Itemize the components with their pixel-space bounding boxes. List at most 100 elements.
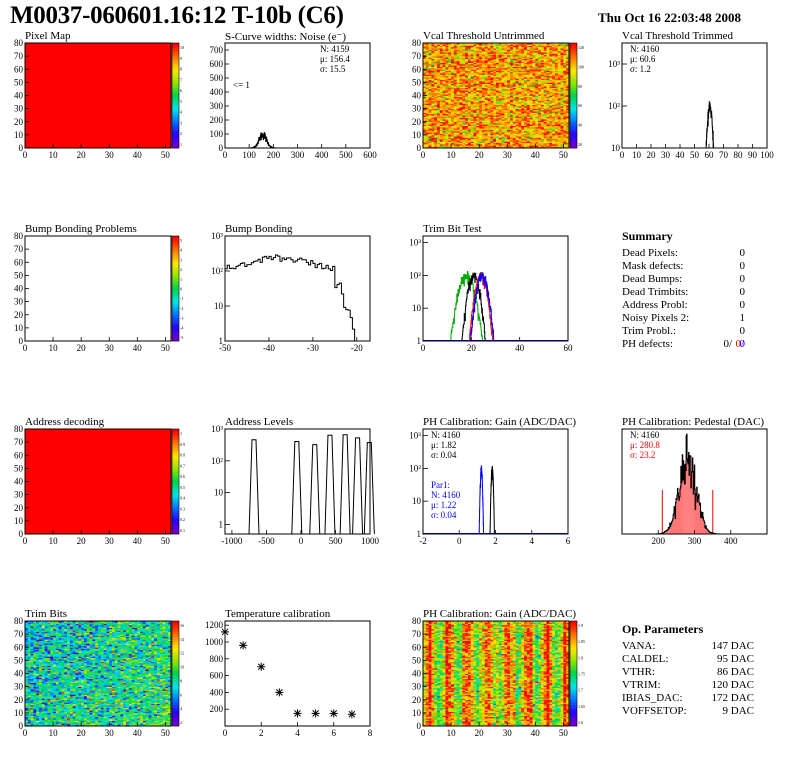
vcal-untrimmed-cell xyxy=(484,50,488,53)
vcal-untrimmed-cell xyxy=(445,91,449,94)
vcal-untrimmed-cell xyxy=(456,49,460,52)
vcal-untrimmed-cell xyxy=(540,145,545,147)
vcal-untrimmed-cell xyxy=(423,134,427,137)
bump-problems-palette-cell xyxy=(172,285,179,289)
vcal-untrimmed-cell xyxy=(459,144,463,146)
vcal-untrimmed-cell xyxy=(462,67,466,70)
vcal-untrimmed-palette-cell xyxy=(570,103,577,107)
vcal-untrimmed-cell xyxy=(510,73,514,75)
vcal-untrimmed-cell xyxy=(456,115,460,117)
vcal-untrimmed-cell xyxy=(524,61,528,63)
vcal-untrimmed-cell xyxy=(529,104,533,107)
vcal-untrimmed-cell xyxy=(437,56,441,58)
vcal-untrimmed-cell xyxy=(479,60,483,62)
vcal-untrimmed-cell xyxy=(532,127,536,129)
vcal-untrimmed-cell xyxy=(490,78,494,81)
vcal-untrimmed-cell xyxy=(524,145,528,147)
vcal-untrimmed-cell xyxy=(451,58,455,61)
vcal-untrimmed-cell xyxy=(423,61,427,63)
vcal-untrimmed-cell xyxy=(434,124,438,126)
vcal-untrimmed-cell xyxy=(515,48,519,50)
vcal-untrimmed-cell xyxy=(428,121,432,124)
vcal-untrimmed-cell xyxy=(451,44,455,46)
vcal-untrimmed-cell xyxy=(496,88,500,91)
vcal-untrimmed-cell xyxy=(425,117,429,120)
vcal-untrimmed-cell xyxy=(538,99,542,102)
bump-problems-palette-label: 4 xyxy=(180,248,182,253)
vcal-untrimmed-cell xyxy=(532,115,536,117)
vcal-untrimmed-cell xyxy=(529,71,533,74)
vcal-untrimmed-cell xyxy=(459,111,463,113)
vcal-untrimmed-cell xyxy=(515,82,519,84)
vcal-untrimmed-cell xyxy=(496,62,500,65)
vcal-untrimmed-cell xyxy=(439,54,443,57)
bump-problems-xtick-label: 20 xyxy=(77,343,87,353)
vcal-untrimmed-cell xyxy=(518,58,522,61)
bump-problems-palette-cell xyxy=(172,309,179,313)
vcal-untrimmed-cell xyxy=(425,44,429,46)
vcal-untrimmed-cell xyxy=(518,146,522,149)
vcal-untrimmed-cell xyxy=(459,50,463,53)
vcal-untrimmed-cell xyxy=(448,117,452,120)
vcal-untrimmed-cell xyxy=(448,130,452,133)
vcal-untrimmed-cell xyxy=(529,129,533,132)
address-decoding-ytick-label: 10 xyxy=(14,516,24,526)
vcal-untrimmed-cell xyxy=(529,136,533,138)
vcal-untrimmed-cell xyxy=(423,91,427,94)
vcal-untrimmed-cell xyxy=(442,125,446,128)
vcal-untrimmed-cell xyxy=(470,73,474,75)
vcal-untrimmed-cell xyxy=(428,137,432,140)
vcal-untrimmed-cell xyxy=(470,109,474,112)
vcal-untrimmed-cell xyxy=(501,46,505,49)
vcal-untrimmed-cell xyxy=(493,83,497,86)
vcal-untrimmed-cell xyxy=(445,133,449,136)
vcal-untrimmed-palette-cell xyxy=(570,124,577,128)
summary-value: 0 xyxy=(739,247,746,259)
vcal-untrimmed-cell xyxy=(451,99,455,102)
op-param-row: VOFFSETOP: 9 DAC xyxy=(622,705,757,718)
vcal-untrimmed-cell xyxy=(479,125,483,128)
vcal-untrimmed-cell xyxy=(510,50,514,53)
vcal-untrimmed-cell xyxy=(538,54,542,57)
vcal-untrimmed-cell xyxy=(532,108,536,111)
vcal-untrimmed-cell xyxy=(529,61,533,63)
vcal-untrimmed-cell xyxy=(526,83,530,86)
vcal-untrimmed-cell xyxy=(507,64,511,66)
vcal-untrimmed-cell xyxy=(535,77,539,79)
vcal-untrimmed-cell xyxy=(524,119,528,121)
vcal-untrimmed-cell xyxy=(498,90,502,92)
vcal-untrimmed-cell xyxy=(451,91,455,94)
vcal-untrimmed-cell xyxy=(484,91,488,94)
vcal-untrimmed-cell xyxy=(512,123,516,125)
bump-problems-frame xyxy=(24,235,172,342)
vcal-untrimmed-cell xyxy=(437,119,441,121)
vcal-untrimmed-cell xyxy=(518,74,522,77)
vcal-untrimmed-cell xyxy=(507,52,511,54)
vcal-untrimmed-cell xyxy=(442,146,446,149)
vcal-untrimmed-cell xyxy=(462,120,466,123)
vcal-untrimmed-cell xyxy=(437,95,441,98)
vcal-untrimmed-cell xyxy=(467,141,472,144)
vcal-untrimmed-cell xyxy=(425,134,429,137)
vcal-untrimmed-cell xyxy=(501,60,505,62)
vcal-untrimmed-cell xyxy=(428,70,432,73)
vcal-untrimmed-cell xyxy=(423,86,427,88)
vcal-untrimmed-cell xyxy=(442,70,446,73)
vcal-untrimmed-cell xyxy=(510,52,514,54)
address-decoding-palette-cell xyxy=(172,513,179,516)
vcal-untrimmed-cell xyxy=(507,102,511,104)
vcal-untrimmed-cell xyxy=(487,92,491,95)
vcal-untrimmed-cell xyxy=(448,103,452,105)
vcal-untrimmed-cell xyxy=(451,125,455,128)
vcal-untrimmed-cell xyxy=(538,61,542,63)
vcal-untrimmed-cell xyxy=(467,121,472,124)
vcal-untrimmed-cell xyxy=(493,66,497,69)
address-levels-ytick-label: 1 xyxy=(219,519,224,529)
vcal-untrimmed-cell xyxy=(476,91,480,94)
vcal-untrimmed-cell xyxy=(496,112,500,115)
vcal-untrimmed-cell xyxy=(434,117,438,120)
vcal-untrimmed-cell xyxy=(442,140,446,142)
vcal-untrimmed-cell xyxy=(487,100,491,103)
vcal-untrimmed-cell xyxy=(467,120,472,123)
vcal-untrimmed-cell xyxy=(535,104,539,107)
